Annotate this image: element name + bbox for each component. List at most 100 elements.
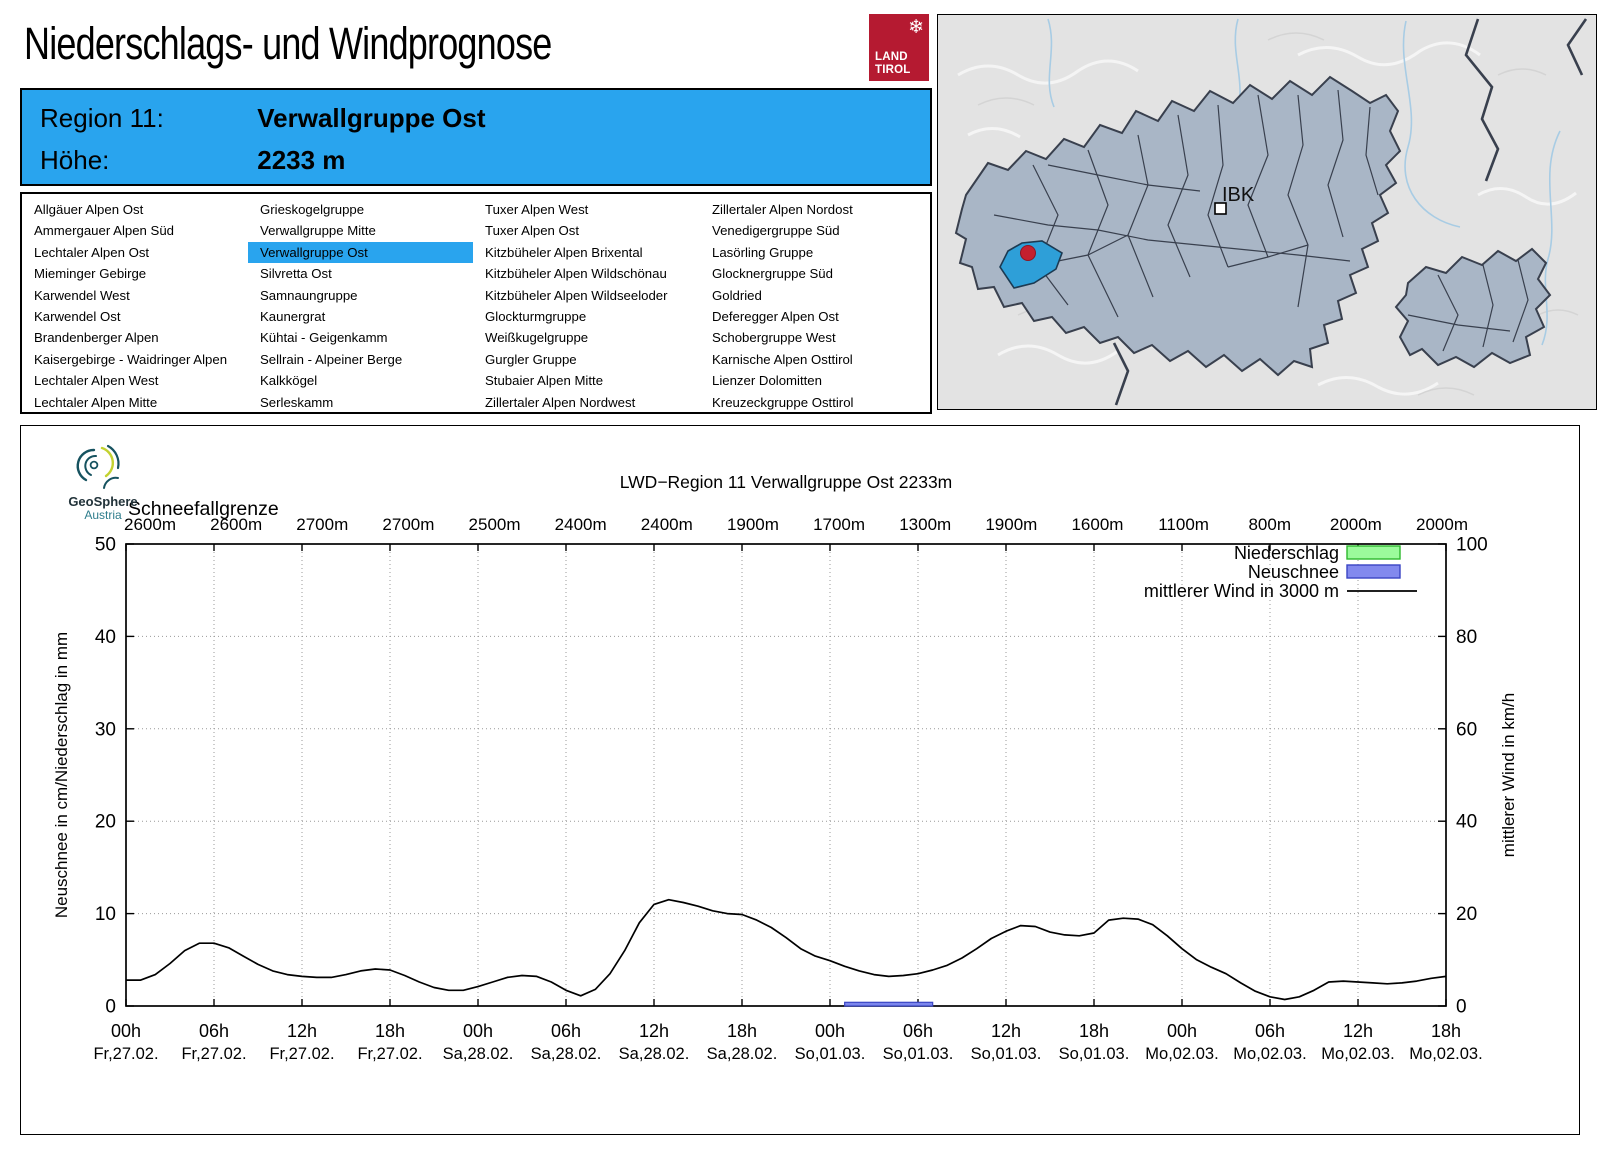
snowline-label: 2400m (555, 515, 607, 534)
legend-neuschnee-swatch (1346, 564, 1401, 579)
map-region-east-tirol[interactable] (1394, 247, 1552, 369)
chart-title: LWD−Region 11 Verwallgruppe Ost 2233m (620, 472, 953, 492)
region-list-item[interactable]: Kalkkögel (260, 373, 318, 389)
region-list-item[interactable]: Tuxer Alpen West (485, 202, 589, 217)
x-axis-date-label: Sa,28.02. (443, 1045, 514, 1063)
region-list-item[interactable]: Silvretta Ost (260, 266, 332, 282)
region-list-item[interactable]: Kitzbüheler Alpen Wildseeloder (485, 287, 668, 303)
snowline-label: 800m (1248, 515, 1291, 534)
x-axis-hour-label: 06h (903, 1021, 933, 1041)
region-list-item[interactable]: Lasörling Gruppe (712, 244, 814, 260)
selected-region-marker (1020, 245, 1036, 261)
region-list-item[interactable]: Karwendel West (34, 287, 130, 303)
region-list-item[interactable]: Brandenberger Alpen (34, 330, 159, 346)
region-list-item[interactable]: Verwallgruppe Mitte (260, 223, 376, 239)
snowline-label: 2000m (1416, 515, 1468, 534)
x-axis-hour-label: 18h (1079, 1021, 1109, 1041)
region-list-item[interactable]: Schobergruppe West (712, 330, 836, 346)
altitude-value: 2233 m (257, 145, 346, 175)
right-axis-tick-label: 40 (1456, 812, 1477, 833)
region-list-item[interactable]: Lechtaler Alpen Mitte (34, 394, 158, 410)
region-list-item[interactable]: Karwendel Ost (34, 308, 121, 324)
x-axis-date-label: Mo,02.03. (1145, 1045, 1218, 1063)
chart-legend: Niederschlag Neuschnee mittlerer Wind in… (1144, 543, 1417, 601)
region-list-item[interactable]: Grieskogelgruppe (260, 202, 365, 217)
region-borders (993, 89, 1529, 352)
region-list-item[interactable]: Stubaier Alpen Mitte (485, 373, 604, 389)
region-list-item[interactable]: Serleskamm (260, 394, 334, 410)
region-list-item[interactable]: Glocknergruppe Süd (712, 266, 833, 282)
region-list-column-4: Zillertaler Alpen Nordost Venedigergruppe… (700, 194, 926, 412)
region-list-item[interactable]: Samnaungruppe (260, 287, 358, 303)
left-axis-tick-label: 0 (105, 997, 116, 1018)
right-axis-tick-label: 20 (1456, 904, 1477, 925)
region-list-item[interactable]: Zillertaler Alpen Nordwest (485, 394, 636, 410)
region-list-item[interactable]: Sellrain - Alpeiner Berge (260, 351, 403, 367)
region-list-item[interactable]: Zillertaler Alpen Nordost (712, 202, 853, 217)
land-tirol-logo-text: LAND TIROL (875, 51, 911, 76)
x-axis-hour-label: 12h (991, 1021, 1021, 1041)
snowline-label: 2000m (1330, 515, 1382, 534)
region-list-item[interactable]: Karnische Alpen Osttirol (712, 351, 853, 367)
region-list-item[interactable]: Kaisergebirge - Waidringer Alpen (34, 351, 228, 367)
region-list-item[interactable]: Lechtaler Alpen Ost (34, 244, 150, 260)
region-list-item[interactable]: Allgäuer Alpen Ost (34, 202, 144, 217)
x-axis-hour-label: 00h (111, 1021, 141, 1041)
region-list-item[interactable]: Lienzer Dolomitten (712, 373, 822, 389)
region-label: Region 11: (40, 103, 164, 133)
region-list-item[interactable]: Tuxer Alpen Ost (485, 223, 580, 239)
region-list-item[interactable]: Venedigergruppe Süd (712, 223, 840, 239)
left-axis-tick-label: 10 (95, 904, 116, 925)
region-list-item[interactable]: Glockturmgruppe (485, 308, 587, 324)
region-list-item[interactable]: Kühtai - Geigenkamm (260, 330, 388, 346)
region-list-item[interactable]: Goldried (712, 287, 762, 303)
snowline-header: Schneefallgrenze (128, 498, 279, 520)
region-list-column-2: Grieskogelgruppe Verwallgruppe Mitte Verwa… (248, 194, 473, 412)
snowline-label: 2700m (382, 515, 434, 534)
region-list-column-1: Allgäuer Alpen Ost Ammergauer Alpen Süd Le… (22, 194, 248, 412)
terrain-texture (957, 41, 1577, 396)
region-list-item[interactable]: Mieminger Gebirge (34, 266, 147, 282)
neuschnee-bar (844, 1001, 934, 1007)
region-list: Allgäuer Alpen Ost Ammergauer Alpen Süd Le… (20, 192, 932, 414)
x-axis-hour-label: 12h (639, 1021, 669, 1041)
map-region-highlighted[interactable] (999, 240, 1063, 289)
x-axis-date-label: Fr,27.02. (93, 1045, 158, 1063)
snowline-label: 1900m (985, 515, 1037, 534)
snowline-label: 2700m (296, 515, 348, 534)
region-list-item[interactable]: Gurgler Gruppe (485, 351, 577, 367)
snowline-label: 2500m (469, 515, 521, 534)
forecast-chart-panel: GeoSphere Austria LWD−Region 11 Verwallg… (20, 425, 1580, 1135)
wind-line (126, 898, 1447, 1001)
legend-wind-label: mittlerer Wind in 3000 m (1144, 581, 1339, 601)
x-axis-date-label: So,01.03. (883, 1045, 954, 1063)
map-region-north-tirol[interactable] (954, 75, 1402, 377)
x-axis-hour-label: 06h (199, 1021, 229, 1041)
region-list-item-selected[interactable]: Verwallgruppe Ost (248, 241, 473, 264)
geosphere-logo: GeoSphere Austria (55, 444, 151, 522)
x-axis-hour-label: 18h (727, 1021, 757, 1041)
region-list-item[interactable]: Deferegger Alpen Ost (712, 308, 839, 324)
right-axis-title: mittlerer Wind in km/h (1499, 693, 1518, 857)
land-tirol-logo: ❄ LAND TIROL (869, 14, 929, 81)
region-list-item[interactable]: Kitzbüheler Alpen Wildschönau (485, 266, 667, 282)
snowline-label: 1600m (1071, 515, 1123, 534)
snowline-label: 1900m (727, 515, 779, 534)
region-list-item[interactable]: Lechtaler Alpen West (34, 373, 159, 389)
tirol-region-map[interactable]: IBK (937, 14, 1597, 410)
region-list-item[interactable]: Kitzbüheler Alpen Brixental (485, 244, 643, 260)
right-axis-tick-label: 60 (1456, 719, 1477, 740)
region-list-item[interactable]: Ammergauer Alpen Süd (34, 223, 175, 239)
plot-border (125, 543, 1447, 1007)
region-list-item[interactable]: Kaunergrat (260, 308, 326, 324)
snowline-label: 1300m (899, 515, 951, 534)
region-list-item[interactable]: Weißkugelgruppe (485, 330, 589, 346)
x-axis-hour-label: 12h (287, 1021, 317, 1041)
right-axis-tick-label: 0 (1456, 997, 1467, 1018)
region-list-item[interactable]: Kreuzeckgruppe Osttirol (712, 394, 854, 410)
x-axis-hour-label: 06h (1255, 1021, 1285, 1041)
left-axis-tick-label: 40 (95, 627, 116, 648)
left-axis-tick-label: 20 (95, 812, 116, 833)
x-axis-hour-label: 00h (1167, 1021, 1197, 1041)
x-axis-hour-label: 06h (551, 1021, 581, 1041)
